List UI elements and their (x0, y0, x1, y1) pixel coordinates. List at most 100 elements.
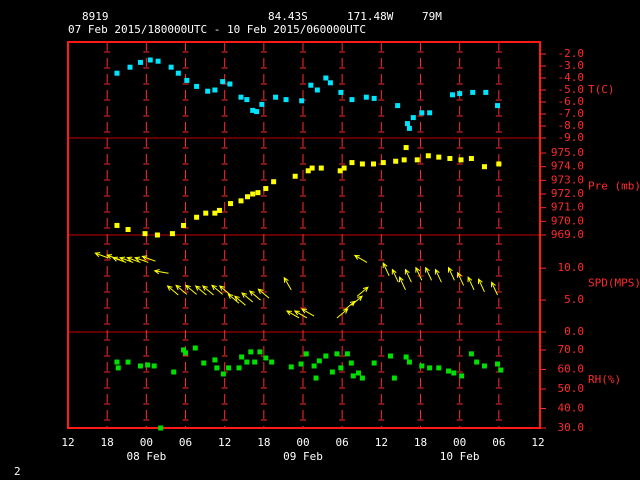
wind-arrow (491, 281, 498, 296)
date-label: 09 Feb (283, 450, 323, 463)
point (250, 191, 256, 197)
wind-arrow (283, 276, 292, 291)
wind-arrow (153, 269, 169, 275)
point (427, 365, 433, 371)
wind-arrow (175, 284, 188, 295)
y-tick-label: 10.0 (558, 261, 585, 274)
point (288, 364, 294, 370)
point (393, 158, 399, 164)
point (183, 350, 188, 356)
point (483, 89, 489, 95)
period: 07 Feb 2015/180000UTC - 10 Feb 2015/0600… (68, 23, 366, 36)
point (305, 168, 311, 174)
point (323, 353, 329, 359)
point (244, 359, 250, 365)
point (263, 186, 269, 192)
point (495, 103, 501, 109)
wind-arrow (285, 310, 300, 319)
point (395, 103, 401, 109)
point (334, 351, 340, 357)
panel-label: Pre (mb) (588, 180, 640, 193)
point (181, 347, 187, 353)
y-tick-label: -2.0 (558, 47, 585, 60)
point (468, 155, 474, 161)
x-tick-label: 12 (531, 436, 544, 449)
point (292, 173, 298, 179)
wind-arrow (184, 284, 197, 295)
point (201, 360, 207, 366)
point (449, 92, 455, 98)
point (308, 82, 314, 88)
point (203, 210, 209, 216)
point (338, 89, 344, 95)
point (401, 157, 407, 163)
y-tick-label: -6.0 (558, 95, 585, 108)
point (216, 207, 222, 213)
point (474, 359, 480, 365)
x-tick-label: 06 (492, 436, 505, 449)
point (380, 160, 386, 166)
point (495, 361, 501, 367)
point (314, 87, 320, 93)
point (496, 161, 502, 167)
point (169, 231, 175, 237)
point (228, 201, 234, 207)
point (192, 345, 198, 351)
point (194, 214, 200, 220)
point (470, 89, 476, 95)
wind-arrow (382, 262, 390, 277)
point (371, 161, 376, 167)
y-tick-label: -3.0 (558, 59, 585, 72)
wind-arrow (293, 310, 308, 319)
wind-arrow (94, 252, 109, 259)
elevation: 79M (422, 10, 442, 23)
x-tick-label: 00 (296, 436, 309, 449)
wind-arrow (241, 292, 254, 303)
y-tick-label: 973.0 (551, 173, 584, 186)
point (158, 425, 164, 431)
point (403, 354, 409, 360)
wind-arrow (248, 290, 261, 301)
x-tick-label: 12 (375, 436, 388, 449)
point (498, 367, 504, 373)
point (114, 222, 120, 228)
point (414, 157, 420, 163)
wind-arrow (404, 268, 412, 283)
point (468, 351, 474, 357)
x-tick-label: 12 (218, 436, 231, 449)
point (151, 363, 157, 369)
point (341, 165, 347, 171)
point (338, 365, 344, 371)
wind-arrow (425, 266, 433, 281)
point (238, 94, 244, 100)
point (257, 349, 263, 355)
longitude: 171.48W (347, 10, 394, 23)
x-tick-label: 18 (257, 436, 270, 449)
point (404, 121, 410, 127)
point (327, 80, 333, 86)
point (212, 210, 218, 216)
point (355, 370, 361, 376)
point (349, 97, 355, 103)
point (114, 70, 120, 76)
point (245, 194, 251, 200)
point (236, 365, 242, 371)
point (406, 125, 412, 131)
y-tick-label: 972.0 (551, 187, 584, 200)
point (145, 362, 151, 368)
point (184, 77, 190, 83)
wind-arrow (350, 295, 363, 306)
y-tick-label: 975.0 (551, 146, 584, 159)
point (155, 58, 161, 64)
x-tick-label: 12 (61, 436, 74, 449)
point (194, 83, 200, 89)
wind-arrow (477, 278, 485, 293)
point (311, 363, 317, 369)
point (238, 198, 244, 204)
point (387, 353, 393, 359)
wind-arrow (134, 256, 149, 263)
wind-arrow (194, 285, 207, 296)
point (406, 359, 412, 365)
point (349, 160, 355, 166)
